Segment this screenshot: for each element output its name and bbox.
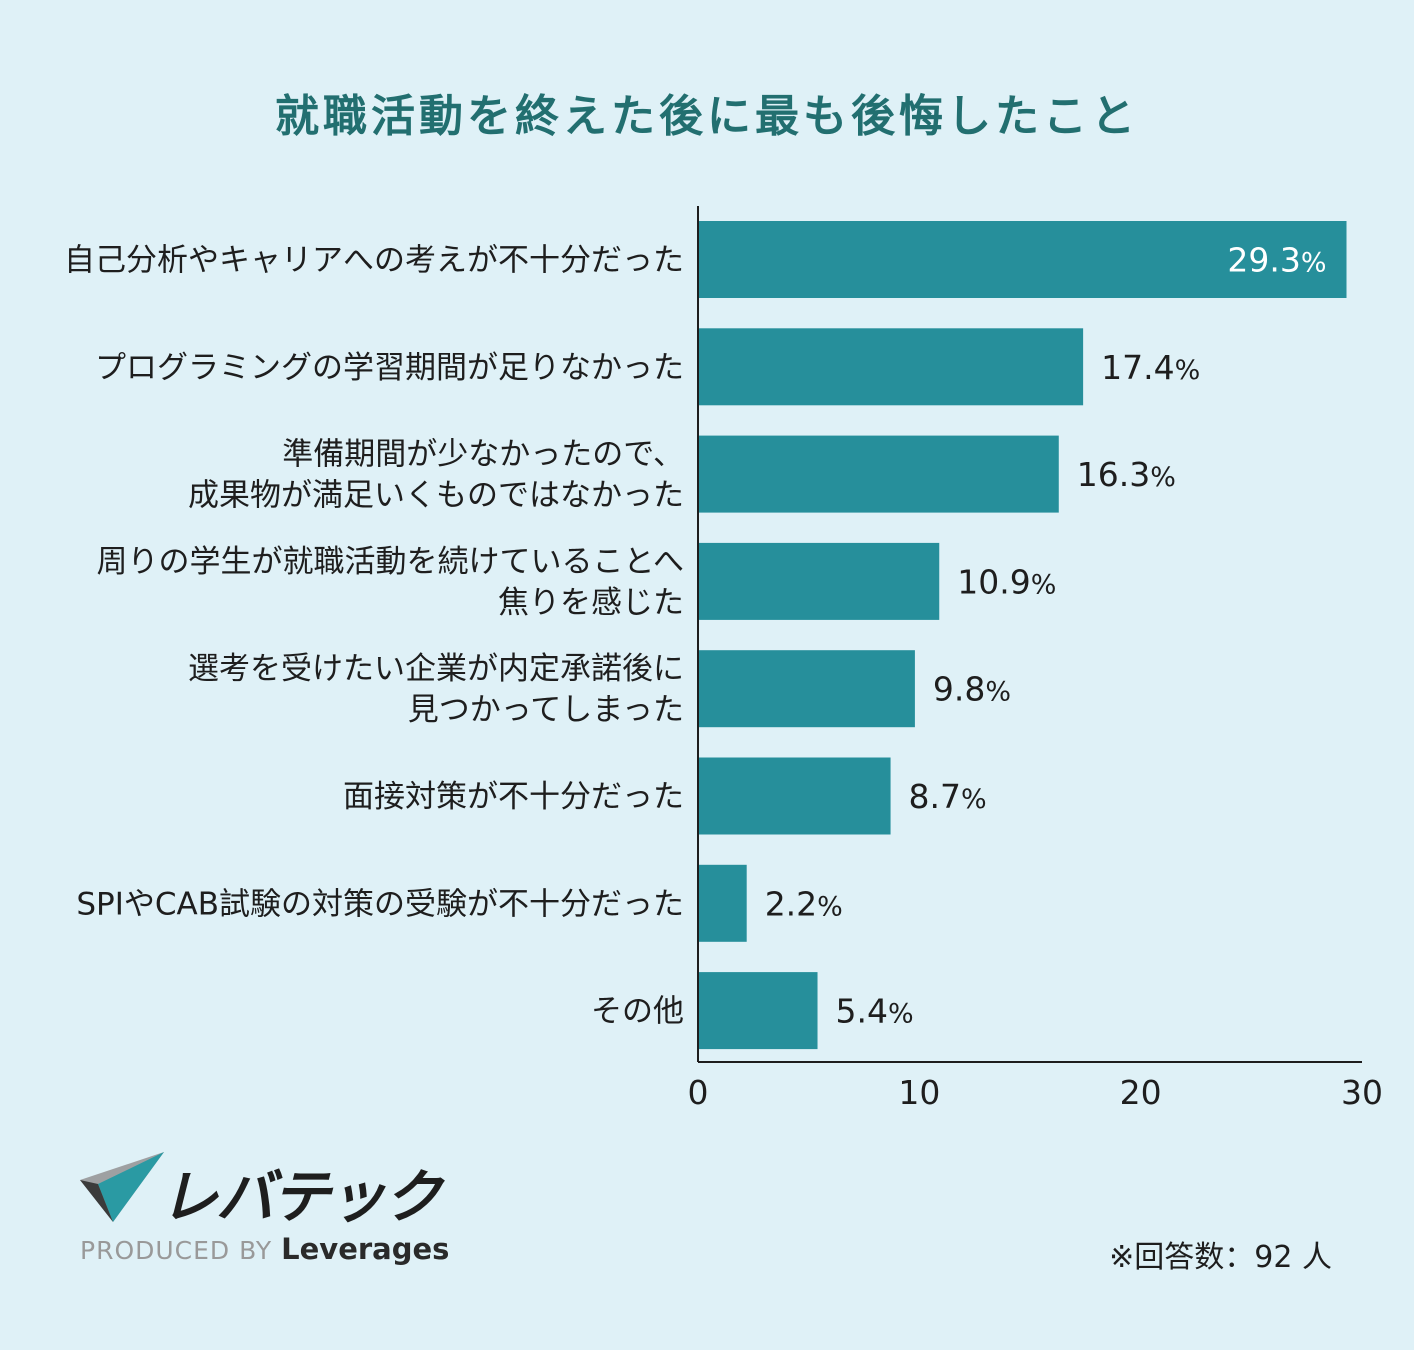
leverages-logo-icon (80, 1152, 164, 1222)
produced-by-text: PRODUCED BY (80, 1236, 273, 1265)
value-suffix: % (1031, 569, 1057, 600)
value-number: 9.8 (933, 670, 985, 709)
value-suffix: % (1301, 248, 1327, 279)
produced-by-brand: Leverages (281, 1232, 450, 1266)
value-number: 2.2 (765, 884, 817, 923)
category-label-4-line-0: 選考を受けたい企業が内定承諾後に (188, 651, 684, 687)
value-label-5: 8.7% (909, 777, 987, 816)
x-tick-label-3: 30 (1341, 1073, 1383, 1112)
value-number: 5.4 (836, 992, 888, 1031)
bar-0 (698, 221, 1347, 298)
bar-1 (698, 328, 1084, 406)
produced-by: PRODUCED BY Leverages (80, 1232, 449, 1266)
value-label-1: 17.4% (1101, 348, 1200, 387)
value-number: 17.4 (1101, 348, 1174, 387)
x-tick-label-2: 20 (1120, 1073, 1162, 1112)
bar-7 (698, 972, 818, 1050)
value-label-3: 10.9% (957, 562, 1056, 601)
bar-5 (698, 757, 891, 835)
value-number: 10.9 (957, 562, 1030, 601)
category-label-3-line-0: 周りの学生が就職活動を続けていることへ (97, 544, 684, 580)
value-number: 16.3 (1077, 455, 1150, 494)
category-label-6: SPIやCAB試験の対策の受験が不十分だった (76, 886, 684, 922)
bar-4 (698, 650, 915, 728)
category-label-1: プログラミングの学習期間が足りなかった (95, 350, 684, 386)
bar-3 (698, 542, 940, 620)
chart-title: 就職活動を終えた後に最も後悔したこと (275, 91, 1139, 142)
value-suffix: % (1175, 355, 1201, 386)
value-label-4: 9.8% (933, 670, 1011, 709)
bars-layer (698, 221, 1347, 1050)
bar-2 (698, 435, 1059, 513)
value-label-0: 29.3% (1227, 241, 1326, 280)
value-number: 29.3 (1227, 241, 1300, 280)
value-label-6: 2.2% (765, 884, 843, 923)
value-suffix: % (817, 891, 843, 922)
labels-layer: 29.3% 自己分析やキャリアへの考えが不十分だった 17.4% プログラミングの学習… (64, 241, 1327, 1031)
category-label-4-line-1: 見つかってしまった (408, 692, 684, 728)
bar-6 (698, 864, 747, 942)
respondent-count-note: ※回答数：92 人 (1109, 1240, 1332, 1275)
value-label-7: 5.4% (836, 992, 914, 1031)
axis-layer: 0 10 20 30 (688, 206, 1383, 1112)
logo-wordmark: レバテック (160, 1163, 442, 1231)
category-label-3-line-1: 焦りを感じた (498, 585, 684, 621)
x-tick-label-0: 0 (688, 1073, 709, 1112)
value-suffix: % (961, 784, 987, 815)
category-label-2-line-1: 成果物が満足いくものではなかった (188, 478, 684, 514)
value-label-2: 16.3% (1077, 455, 1176, 494)
value-suffix: % (985, 677, 1011, 708)
category-label-2-line-0: 準備期間が少なかったので、 (282, 437, 684, 473)
category-label-0: 自己分析やキャリアへの考えが不十分だった (64, 243, 684, 279)
category-label-5: 面接対策が不十分だった (343, 779, 684, 815)
bar-chart: 29.3% 自己分析やキャリアへの考えが不十分だった 17.4% プログラミングの学習… (64, 206, 1383, 1112)
x-tick-label-1: 10 (898, 1073, 940, 1112)
category-label-7: その他 (591, 994, 684, 1030)
value-suffix: % (888, 999, 914, 1030)
value-number: 8.7 (909, 777, 961, 816)
value-suffix: % (1150, 462, 1176, 493)
